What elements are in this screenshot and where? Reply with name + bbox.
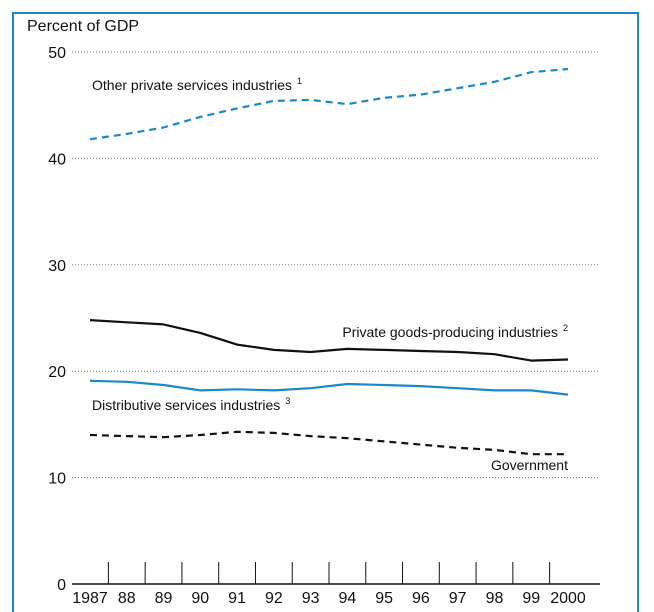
series-lines [89, 67, 569, 456]
series-line-2 [89, 319, 569, 362]
y-tick-label-40: 40 [48, 151, 66, 168]
gridlines [72, 51, 600, 479]
series-label-4: Government [491, 457, 568, 473]
x-tick-label-1989: 89 [155, 590, 173, 605]
x-tick-label-1998: 98 [486, 590, 504, 605]
x-tick-label-1997: 97 [449, 590, 467, 605]
y-axis-label: Percent of GDP [27, 18, 139, 35]
series-labels: Other private services industries 1 Privat… [92, 76, 568, 473]
x-axis [72, 562, 600, 585]
y-tick-label-0: 0 [57, 577, 66, 594]
x-tick-label-1990: 90 [191, 590, 209, 605]
x-tick-label-1996: 96 [412, 590, 430, 605]
x-tick-label-2000: 2000 [550, 590, 586, 605]
x-tick-label-1994: 94 [338, 590, 356, 605]
series-label-1: Other private services industries 1 [92, 76, 302, 93]
x-tick-label-1993: 93 [302, 590, 320, 605]
y-tick-label-30: 30 [48, 258, 66, 275]
y-tick-label-50: 50 [48, 45, 66, 62]
x-tick-label-1992: 92 [265, 590, 283, 605]
x-tick-label-1988: 88 [118, 590, 136, 605]
y-tick-label-10: 10 [48, 471, 66, 488]
series-line-4 [89, 430, 568, 456]
x-tick-label-1991: 91 [228, 590, 246, 605]
chart-frame [12, 12, 639, 612]
y-tick-labels: 0 10 20 30 40 50 [48, 45, 66, 594]
series-line-1 [89, 67, 569, 141]
series-line-3 [89, 379, 569, 396]
series-label-3: Distributive services industries 3 [92, 396, 290, 413]
x-tick-label-1987: 1987 [72, 590, 108, 605]
y-tick-label-20: 20 [48, 364, 66, 381]
x-tick-label-1999: 99 [522, 590, 540, 605]
x-tick-label-1995: 95 [375, 590, 393, 605]
x-tick-labels: 1987 88 89 90 91 92 93 94 95 96 97 98 99 2000 [72, 590, 586, 605]
series-label-2: Private goods-producing industries 2 [342, 323, 568, 340]
